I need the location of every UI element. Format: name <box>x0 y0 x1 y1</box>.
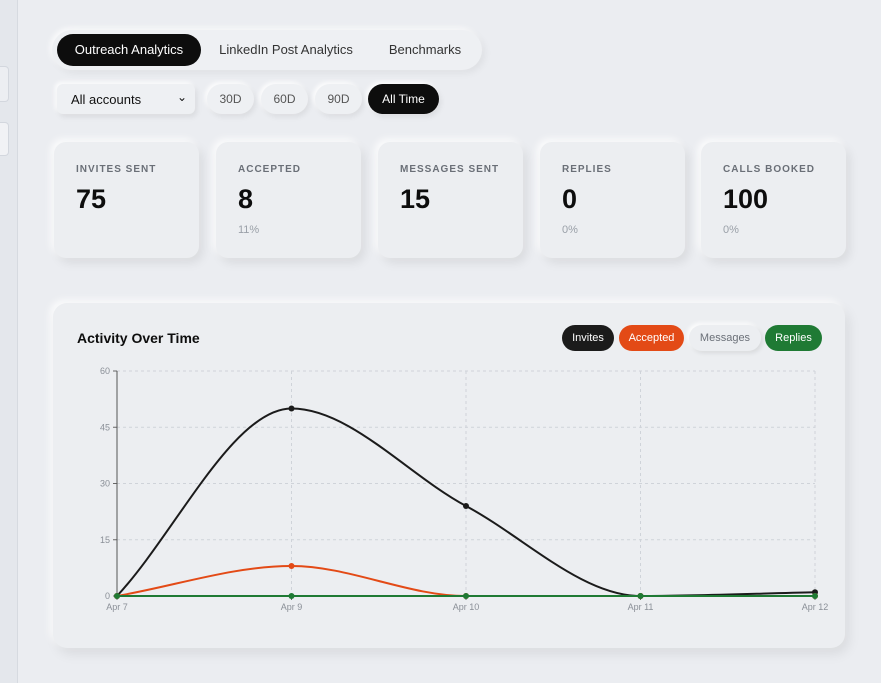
left-sidebar-edge <box>0 0 18 683</box>
data-point-invites <box>463 503 469 509</box>
x-tick-label: Apr 10 <box>453 602 480 612</box>
stat-title: INVITES SENT <box>76 164 157 175</box>
x-tick-label: Apr 9 <box>281 602 303 612</box>
activity-line-chart: 0 15 30 45 60 Apr 7 Apr 9 Apr 10 Apr 11 Apr 12 <box>100 366 829 612</box>
sidebar-collapsed-item[interactable] <box>0 66 9 102</box>
legend-accepted-toggle[interactable]: Accepted <box>619 325 684 351</box>
stat-value: 8 <box>238 184 254 214</box>
tab-outreach-analytics[interactable]: Outreach Analytics <box>57 34 201 66</box>
y-tick-label: 60 <box>100 366 110 376</box>
data-point-replies <box>288 593 295 599</box>
stat-card-calls-booked: CALLS BOOKED 100 0% <box>701 142 846 258</box>
stat-sub: 0% <box>562 224 578 236</box>
legend-messages-toggle[interactable]: Messages <box>689 325 761 351</box>
x-tick-label: Apr 11 <box>628 602 654 612</box>
data-point-replies <box>637 593 644 599</box>
stat-value: 15 <box>400 184 431 214</box>
y-tick-label: 0 <box>105 591 110 601</box>
tab-linkedin-post-analytics[interactable]: LinkedIn Post Analytics <box>219 42 353 57</box>
stat-card-invites-sent: INVITES SENT 75 <box>54 142 199 258</box>
data-point-replies <box>114 593 120 599</box>
legend-replies-toggle[interactable]: Replies <box>765 325 822 351</box>
analytics-tab-bar: Outreach Analytics LinkedIn Post Analyti… <box>52 30 482 70</box>
tab-benchmarks[interactable]: Benchmarks <box>388 42 462 57</box>
y-tick-label: 30 <box>100 479 110 489</box>
data-point-invites <box>288 405 295 412</box>
range-60d-button[interactable]: 60D <box>261 84 308 114</box>
activity-chart-card: Activity Over Time Invites Accepted Mess… <box>53 303 845 648</box>
stat-title: CALLS BOOKED <box>723 164 815 175</box>
data-point-accepted <box>288 563 295 569</box>
stat-title: MESSAGES SENT <box>400 164 500 175</box>
chevron-down-icon: ⌄ <box>176 90 187 104</box>
y-tick-label: 45 <box>100 422 110 432</box>
stat-card-replies: REPLIES 0 0% <box>540 142 685 258</box>
stat-value: 100 <box>723 184 769 214</box>
stat-card-accepted: ACCEPTED 8 11% <box>216 142 361 258</box>
stat-value: 75 <box>76 184 107 214</box>
series-line-invites <box>116 407 816 598</box>
stat-value: 0 <box>562 184 578 214</box>
account-select-value: All accounts <box>71 92 142 107</box>
stat-sub: 0% <box>723 224 739 236</box>
stat-title: REPLIES <box>562 164 612 175</box>
stat-title: ACCEPTED <box>238 164 302 175</box>
x-tick-label: Apr 7 <box>106 602 128 612</box>
chart-title: Activity Over Time <box>77 330 200 346</box>
data-point-replies <box>463 593 469 599</box>
range-all-time-button[interactable]: All Time <box>368 84 439 114</box>
x-tick-label: Apr 12 <box>802 602 829 612</box>
legend-invites-toggle[interactable]: Invites <box>562 325 614 351</box>
account-select[interactable]: All accounts ⌄ <box>57 84 195 114</box>
stat-sub: 11% <box>238 224 260 236</box>
range-30d-button[interactable]: 30D <box>207 84 254 114</box>
stat-card-messages-sent: MESSAGES SENT 15 <box>378 142 523 258</box>
data-point-replies <box>812 593 818 599</box>
y-tick-label: 15 <box>100 535 110 545</box>
sidebar-collapsed-item[interactable] <box>0 122 9 156</box>
range-90d-button[interactable]: 90D <box>315 84 362 114</box>
